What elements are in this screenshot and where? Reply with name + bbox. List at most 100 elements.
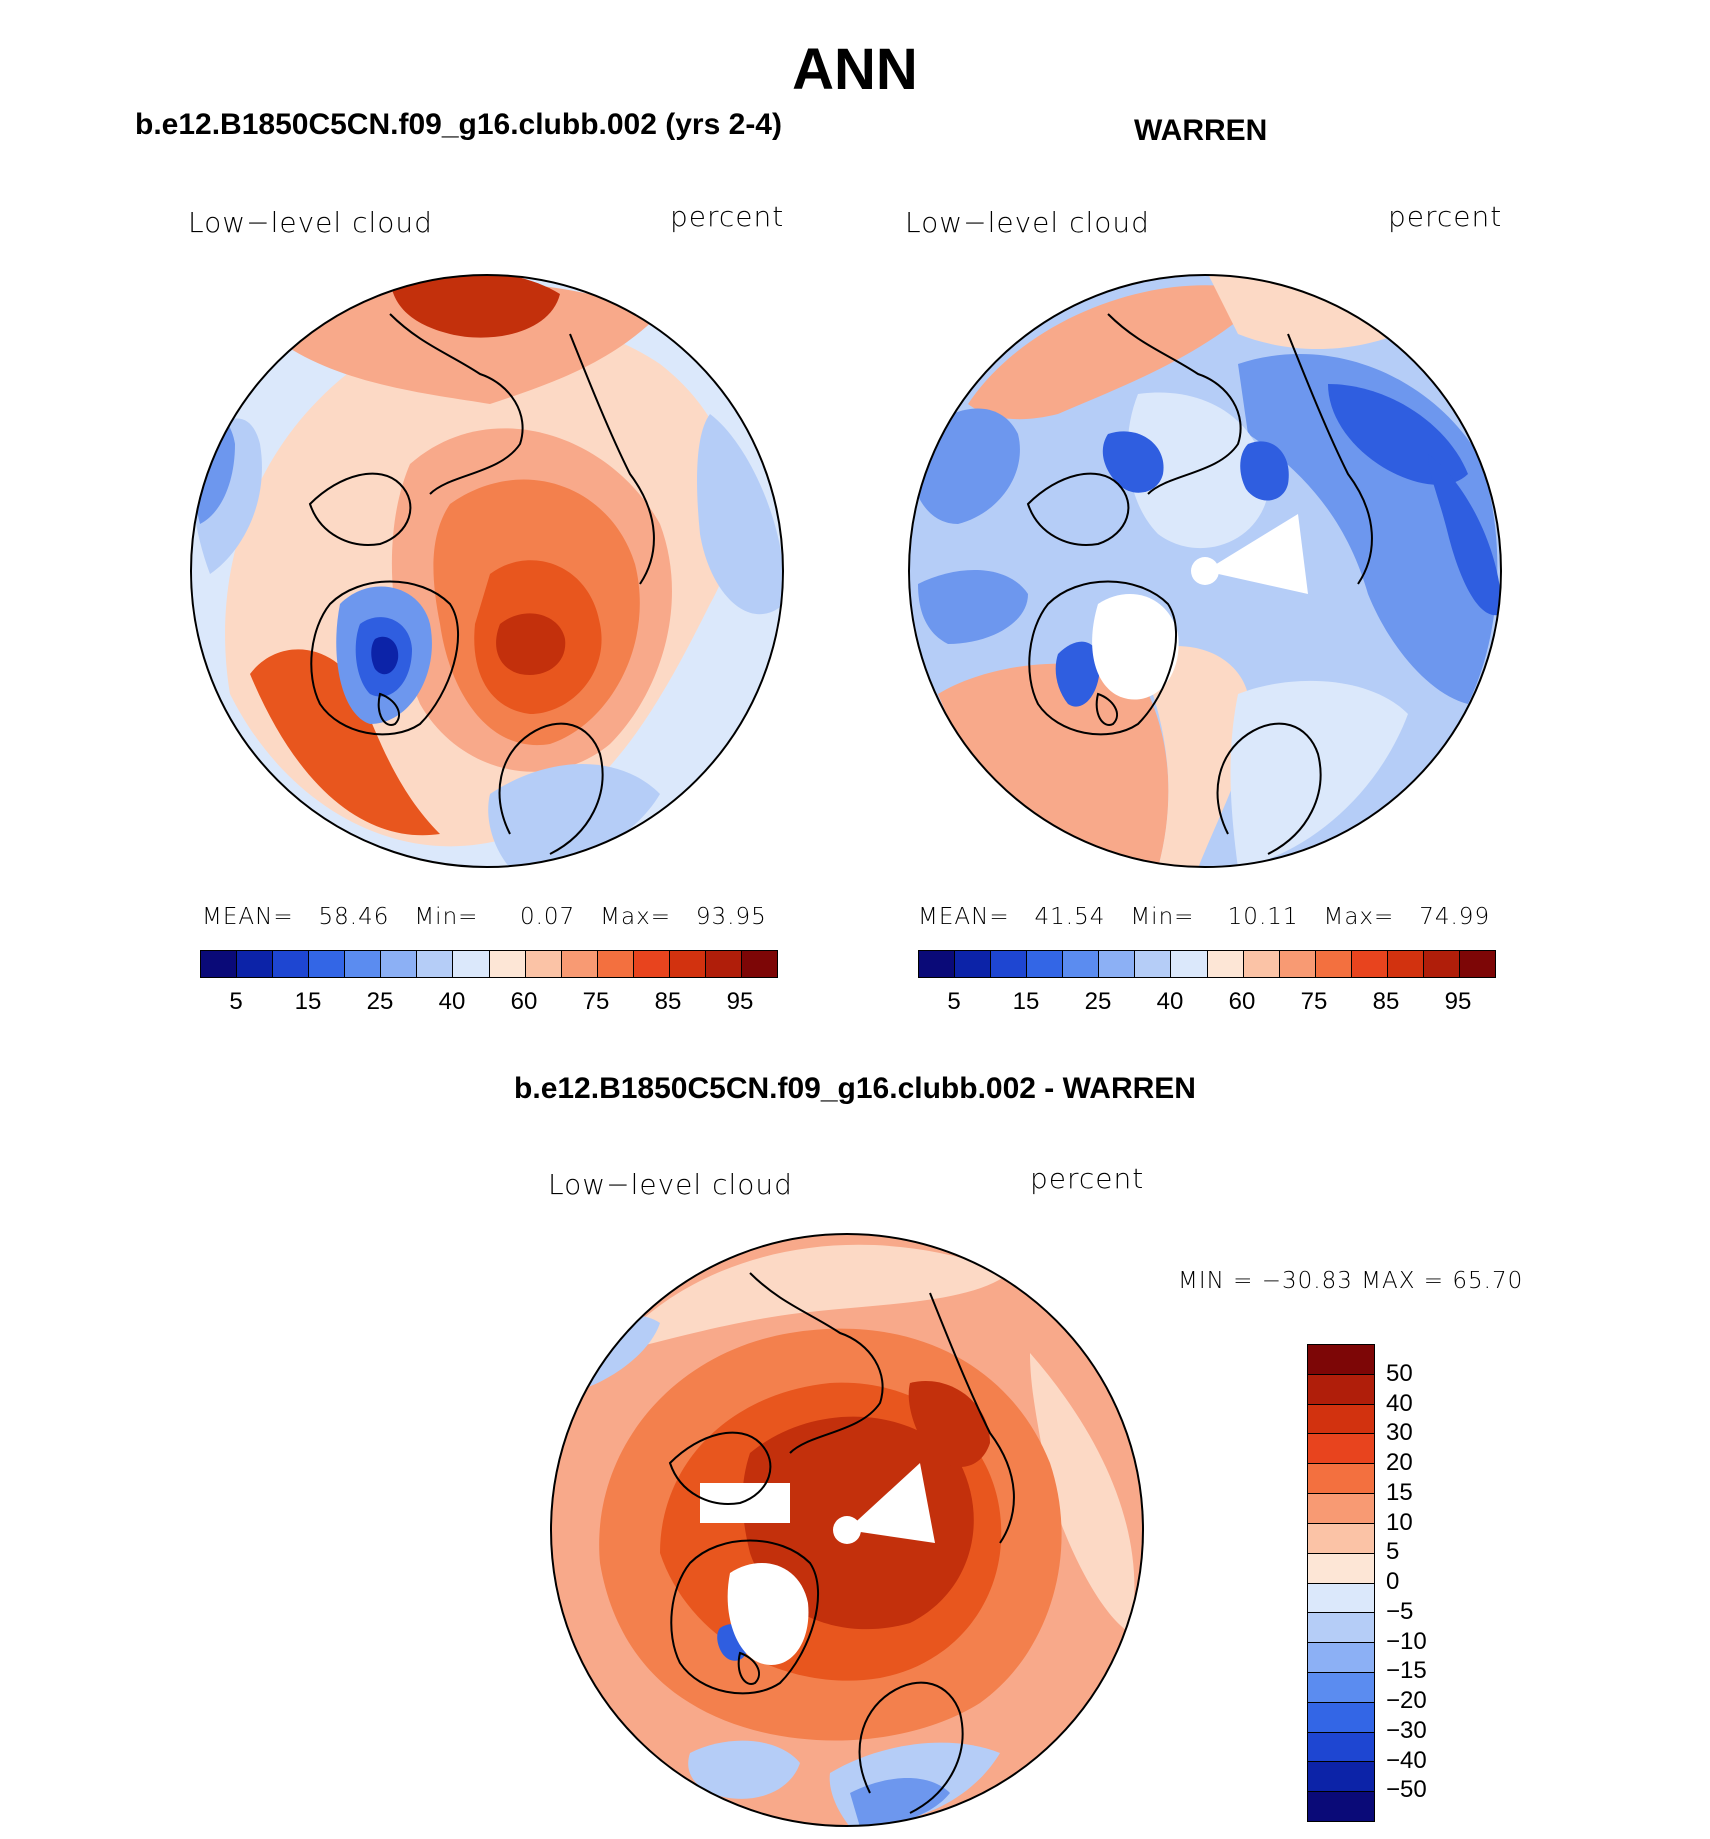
deep-red-core	[496, 613, 566, 675]
colorbar-tick-label: −5	[1386, 1597, 1414, 1625]
model-colorbar	[200, 950, 778, 978]
obs-units-label: percent	[1388, 200, 1503, 233]
colorbar-cell	[489, 951, 526, 977]
map-border	[908, 274, 1502, 868]
blue-atlantic	[918, 570, 1028, 644]
missing-pole	[833, 1516, 861, 1544]
colorbar-tick-label: 95	[1444, 988, 1472, 1015]
model-colorbar-ticks: 5 15 25 40 60 75 85 95	[200, 988, 776, 1018]
colorbar-tick-label: −30	[1386, 1716, 1427, 1744]
colorbar-cell	[991, 951, 1028, 977]
missing-wedge-pole	[1205, 514, 1308, 594]
model-units-label: percent	[670, 200, 785, 233]
colorbar-cell	[1308, 1643, 1374, 1673]
colorbar-cell	[1308, 1762, 1374, 1793]
colorbar-tick-label: 95	[726, 988, 754, 1015]
colorbar-tick-label: 25	[1084, 988, 1112, 1015]
deep-red-east	[908, 1381, 990, 1467]
coastlines	[668, 1272, 1015, 1814]
colorbar-cell	[1027, 951, 1064, 977]
colorbar-tick-label: 75	[1300, 988, 1328, 1015]
missing-greenland	[727, 1563, 809, 1665]
ice-south-east	[1230, 680, 1408, 867]
mean-label: MEAN=	[202, 904, 294, 930]
colorbar-cell	[1171, 951, 1208, 977]
colorbar-cell	[561, 951, 598, 977]
colorbar-cell	[1063, 951, 1100, 977]
peach-rim-north	[610, 1244, 1010, 1353]
colorbar-tick-label: −50	[1386, 1776, 1427, 1804]
colorbar-tick-label: 5	[1386, 1538, 1400, 1566]
colorbar-cell	[919, 951, 956, 977]
colorbar-cell	[1308, 1672, 1374, 1703]
greenland-blue	[1055, 641, 1100, 707]
colorbar-cell	[1423, 951, 1460, 977]
min-value: 10.11	[1227, 904, 1299, 930]
obs-polar-map	[908, 274, 1502, 868]
missing-wedge-pole	[847, 1463, 935, 1543]
colorbar-tick-label: −20	[1386, 1687, 1427, 1714]
diff-polar-map	[550, 1233, 1144, 1827]
missing-pole	[1191, 557, 1219, 585]
diff-variable-label: Low−level cloud	[548, 1168, 793, 1201]
colorbar-cell	[525, 951, 562, 977]
blue-southeast	[850, 1778, 950, 1826]
max-label: Max=	[1323, 904, 1395, 930]
obs-colorbar	[918, 950, 1496, 978]
diff-case-title: b.e12.B1850C5CN.f09_g16.clubb.002 - WARR…	[514, 1072, 1196, 1105]
colorbar-tick-label: 15	[294, 988, 322, 1015]
colorbar-tick-label: 85	[654, 988, 682, 1015]
colorbar-cell	[1308, 1553, 1374, 1584]
diff-colorbar-ticks: 50 40 30 20 15 10 5 0 −5 −10 −15 −20 −30 −40 −50	[1386, 1344, 1466, 1820]
colorbar-tick-label: −15	[1386, 1657, 1427, 1685]
salmon-region	[270, 281, 660, 404]
colorbar-cell	[1243, 951, 1280, 977]
pale-blue-south	[488, 764, 660, 867]
colorbar-cell	[705, 951, 742, 977]
colorbar-cell	[417, 951, 454, 977]
colorbar-tick-label: 30	[1386, 1419, 1413, 1447]
colorbar-cell	[1387, 951, 1424, 977]
colorbar-tick-label: 40	[1156, 988, 1184, 1015]
colorbar-cell	[1308, 1702, 1374, 1733]
max-value: 74.99	[1419, 904, 1491, 930]
colorbar-cell	[1315, 951, 1352, 977]
colorbar-cell	[1279, 951, 1316, 977]
colorbar-tick-label: 20	[1386, 1449, 1413, 1476]
colorbar-cell	[1308, 1374, 1374, 1405]
map-border	[190, 274, 784, 868]
deep-red-north	[390, 275, 560, 338]
page-title: ANN	[792, 37, 918, 102]
obs-variable-label: Low−level cloud	[905, 206, 1150, 239]
colorbar-cell	[345, 951, 382, 977]
colorbar-tick-label: 15	[1012, 988, 1040, 1015]
min-label: Min=	[414, 904, 479, 930]
map-border	[550, 1233, 1144, 1827]
coastlines	[308, 313, 655, 855]
obs-colorbar-ticks: 5 15 25 40 60 75 85 95	[918, 988, 1494, 1018]
colorbar-tick-label: 50	[1386, 1359, 1413, 1387]
colorbar-cell	[1308, 1613, 1374, 1644]
min-label: Min=	[1130, 904, 1195, 930]
colorbar-cell	[1308, 1434, 1374, 1465]
colorbar-cell	[1351, 951, 1388, 977]
greenland-navy	[371, 636, 399, 675]
peach-rim-east	[1030, 1353, 1135, 1633]
colorbar-cell	[453, 951, 490, 977]
peach-south	[1138, 646, 1250, 867]
navy-patch-north	[1102, 431, 1164, 493]
colorbar-cell	[1135, 951, 1172, 977]
colorbar-tick-label: −40	[1386, 1746, 1427, 1774]
colorbar-cell	[1308, 1464, 1374, 1495]
strong-blue-far-east	[1428, 454, 1501, 616]
colorbar-tick-label: 85	[1372, 988, 1400, 1015]
colorbar-cell	[597, 951, 634, 977]
model-stats: MEAN= 58.46 Min= 0.07 Max= 93.95	[202, 904, 767, 930]
colorbar-tick-label: 5	[947, 988, 961, 1015]
colorbar-tick-label: 5	[229, 988, 243, 1015]
colorbar-cell	[237, 951, 274, 977]
colorbar-cell	[381, 951, 418, 977]
colorbar-tick-label: 25	[366, 988, 394, 1015]
colorbar-cell	[1308, 1494, 1374, 1524]
colorbar-tick-label: 10	[1386, 1508, 1413, 1536]
